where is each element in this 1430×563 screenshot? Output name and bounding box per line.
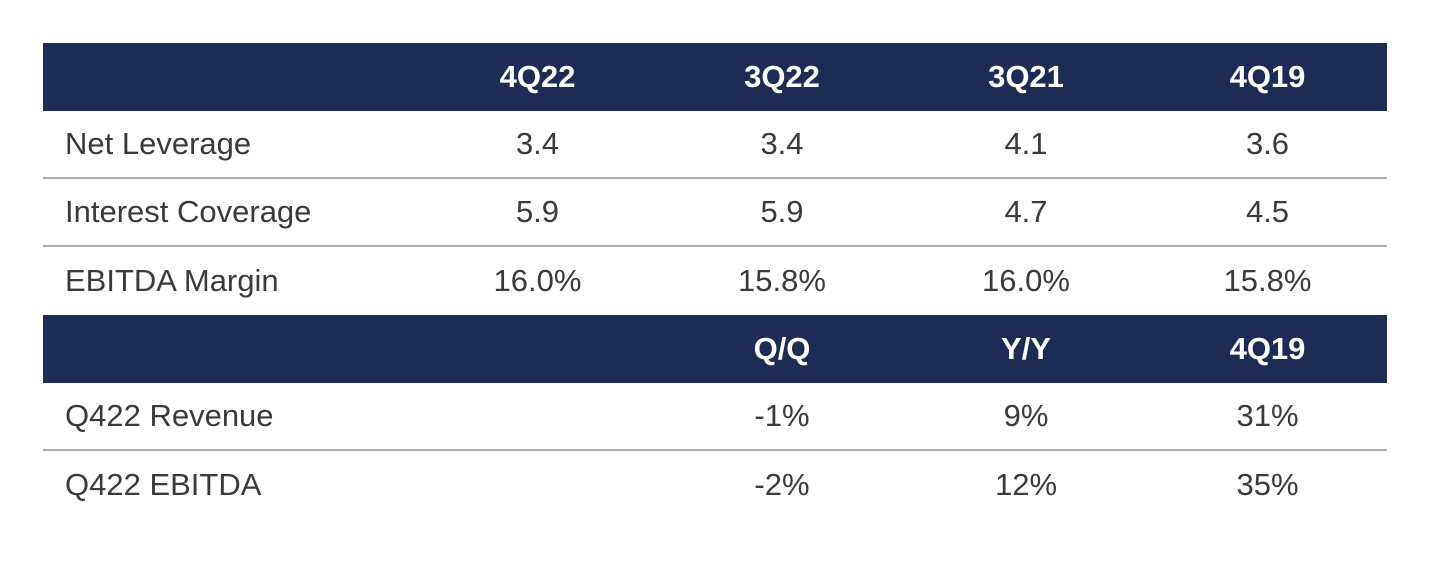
- table-row-q422-revenue: Q422 Revenue -1% 9% 31%: [43, 383, 1387, 451]
- row-label: Q422 Revenue: [65, 398, 274, 433]
- table-cell: 16.0%: [982, 263, 1070, 298]
- row-label: Net Leverage: [65, 126, 252, 161]
- metrics-table: 4Q22 3Q22 3Q21 4Q19 Net Leverage 3.4 3.4…: [43, 43, 1387, 519]
- table-row-ebitda-margin: EBITDA Margin 16.0% 15.8% 16.0% 15.8%: [43, 247, 1387, 315]
- header-cell-4q19-2: 4Q19: [1229, 331, 1306, 366]
- table-cell: 35%: [1236, 467, 1299, 502]
- table-cell: 4.5: [1245, 194, 1290, 229]
- table-cell: 4.7: [1004, 194, 1048, 229]
- table-cell: 12%: [994, 467, 1058, 502]
- header-cell-3q22: 3Q22: [744, 59, 820, 94]
- row-label: Q422 EBITDA: [65, 467, 262, 502]
- table-row-net-leverage: Net Leverage 3.4 3.4 4.1 3.6: [43, 111, 1387, 179]
- table-cell: 3.4: [760, 126, 804, 161]
- header-cell-4q22: 4Q22: [499, 59, 576, 94]
- table-cell: 3.4: [515, 126, 560, 161]
- table-cell: 4.1: [1004, 126, 1048, 161]
- table-header-2: Q/Q Y/Y 4Q19: [43, 315, 1387, 383]
- table-cell: -2%: [754, 467, 810, 502]
- row-label: Interest Coverage: [65, 194, 312, 229]
- table-cell: 15.8%: [738, 263, 826, 298]
- table-cell: 31%: [1236, 398, 1299, 433]
- row-label: EBITDA Margin: [65, 263, 279, 298]
- table-row-interest-coverage: Interest Coverage 5.9 5.9 4.7 4.5: [43, 179, 1387, 247]
- header-cell-4q19: 4Q19: [1229, 59, 1306, 94]
- table-cell: 15.8%: [1223, 263, 1312, 298]
- table-cell: 9%: [1003, 398, 1049, 433]
- table-cell: 5.9: [515, 194, 560, 229]
- table-row-q422-ebitda: Q422 EBITDA -2% 12% 35%: [43, 451, 1387, 519]
- table-header-1: 4Q22 3Q22 3Q21 4Q19: [43, 43, 1387, 111]
- table-cell: 5.9: [760, 194, 804, 229]
- table-cell: -1%: [754, 398, 810, 433]
- header-cell-y-y: Y/Y: [1001, 331, 1051, 366]
- header-cell-3q21: 3Q21: [988, 59, 1064, 94]
- table-cell: 16.0%: [493, 263, 582, 298]
- header-cell-q-q: Q/Q: [753, 331, 811, 366]
- table-cell: 3.6: [1245, 126, 1290, 161]
